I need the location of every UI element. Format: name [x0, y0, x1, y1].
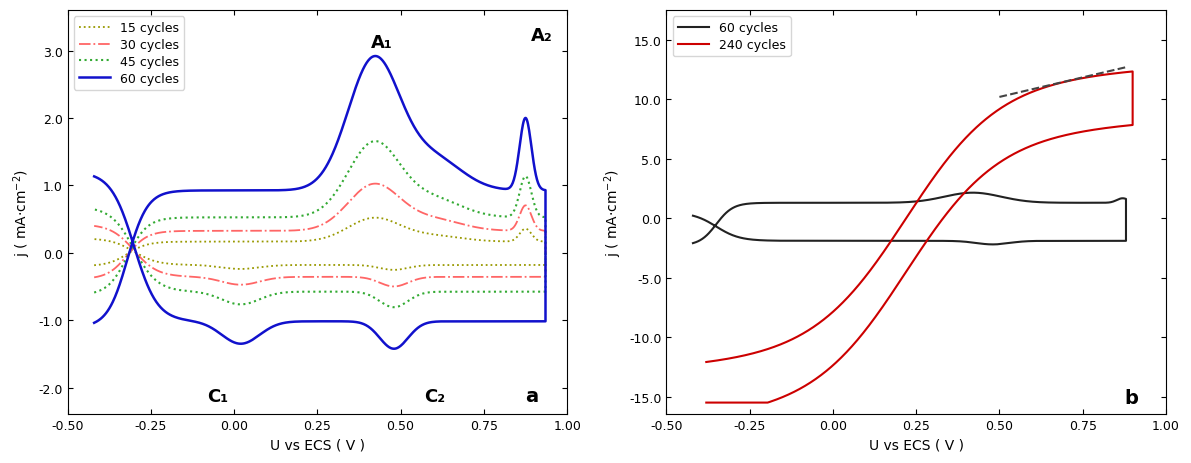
30 cycles [387, 284, 401, 290]
Text: C₂: C₂ [424, 387, 445, 405]
240 cycles [761, 400, 775, 406]
240 cycles [699, 359, 713, 365]
60 cycles [831, 200, 846, 206]
45 cycles [368, 139, 382, 144]
60 cycles [367, 329, 381, 334]
30 cycles [249, 229, 263, 234]
240 cycles [1115, 124, 1129, 130]
Text: b: b [1124, 388, 1139, 407]
15 cycles [104, 260, 118, 265]
30 cycles [495, 228, 510, 233]
15 cycles [387, 268, 401, 273]
30 cycles [367, 278, 381, 283]
45 cycles [87, 290, 101, 296]
45 cycles [387, 305, 401, 310]
30 cycles [144, 264, 158, 270]
240 cycles [852, 282, 866, 288]
Legend: 60 cycles, 240 cycles: 60 cycles, 240 cycles [673, 17, 791, 57]
Line: 240 cycles: 240 cycles [706, 72, 1133, 403]
Line: 60 cycles: 60 cycles [693, 193, 1125, 245]
Line: 15 cycles: 15 cycles [94, 218, 545, 270]
60 cycles [495, 187, 510, 192]
Text: a: a [525, 386, 538, 405]
30 cycles [368, 181, 382, 187]
15 cycles [528, 263, 542, 268]
15 cycles [368, 215, 382, 221]
60 cycles [104, 303, 118, 308]
30 cycles [528, 275, 542, 280]
45 cycles [367, 295, 381, 300]
45 cycles [495, 214, 510, 220]
60 cycles [528, 319, 542, 325]
Line: 45 cycles: 45 cycles [94, 142, 545, 307]
240 cycles [699, 400, 713, 406]
45 cycles [87, 207, 101, 213]
30 cycles [104, 269, 118, 275]
60 cycles [1078, 238, 1092, 244]
30 cycles [87, 224, 101, 229]
Line: 30 cycles: 30 cycles [94, 184, 545, 287]
60 cycles [144, 291, 158, 296]
15 cycles [87, 263, 101, 269]
60 cycles [686, 213, 700, 219]
15 cycles [495, 239, 510, 244]
30 cycles [87, 275, 101, 281]
Y-axis label: j ( mA·cm$^{-2}$): j ( mA·cm$^{-2}$) [11, 169, 32, 257]
45 cycles [249, 215, 263, 221]
Legend: 15 cycles, 30 cycles, 45 cycles, 60 cycles: 15 cycles, 30 cycles, 45 cycles, 60 cycl… [74, 17, 183, 90]
240 cycles [1085, 75, 1099, 80]
X-axis label: U vs ECS ( V ): U vs ECS ( V ) [270, 438, 364, 452]
240 cycles [715, 357, 729, 363]
Text: A₁: A₁ [370, 34, 392, 52]
60 cycles [368, 54, 382, 60]
60 cycles [1097, 238, 1111, 244]
45 cycles [104, 280, 118, 286]
45 cycles [144, 273, 158, 279]
240 cycles [964, 184, 978, 189]
Line: 60 cycles: 60 cycles [94, 57, 545, 349]
X-axis label: U vs ECS ( V ): U vs ECS ( V ) [868, 438, 964, 452]
60 cycles [800, 200, 815, 206]
60 cycles [966, 190, 980, 196]
15 cycles [87, 237, 101, 242]
60 cycles [87, 320, 101, 326]
60 cycles [979, 192, 993, 197]
60 cycles [249, 188, 263, 194]
240 cycles [1125, 69, 1140, 75]
15 cycles [144, 257, 158, 263]
Text: C₁: C₁ [207, 387, 229, 405]
240 cycles [753, 400, 767, 406]
Text: A₂: A₂ [530, 27, 553, 45]
15 cycles [249, 239, 263, 245]
Y-axis label: j ( mA·cm$^{-2}$): j ( mA·cm$^{-2}$) [601, 169, 624, 257]
15 cycles [367, 264, 381, 270]
60 cycles [1062, 200, 1077, 206]
60 cycles [87, 174, 101, 180]
60 cycles [387, 346, 401, 352]
45 cycles [528, 289, 542, 295]
60 cycles [686, 241, 700, 246]
60 cycles [986, 242, 1000, 248]
